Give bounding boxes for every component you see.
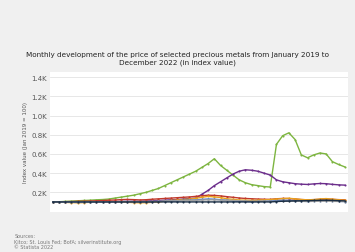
- Text: Sources:
Kitco; St. Louis Fed; BofA; silverinstitute.org
© Statista 2022: Sources: Kitco; St. Louis Fed; BofA; sil…: [14, 233, 121, 249]
- Y-axis label: Index value (Jan 2019 = 100): Index value (Jan 2019 = 100): [23, 102, 28, 183]
- Text: Monthly development of the price of selected precious metals from January 2019 t: Monthly development of the price of sele…: [26, 52, 329, 66]
